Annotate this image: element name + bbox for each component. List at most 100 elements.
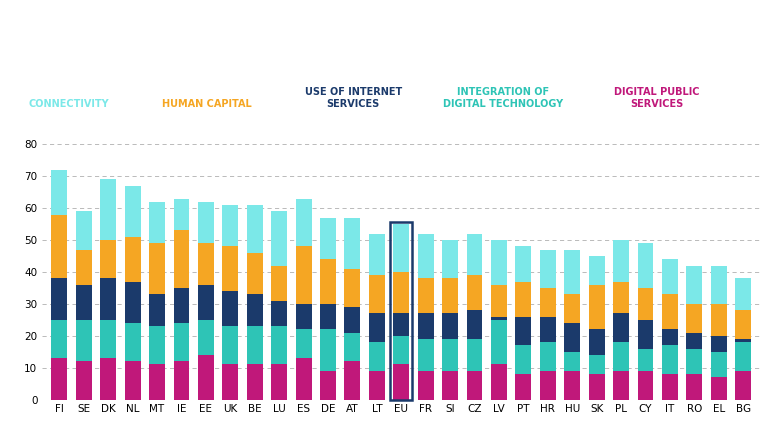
Bar: [442, 278, 458, 313]
Bar: [369, 342, 385, 371]
Bar: [735, 342, 751, 371]
Bar: [223, 291, 238, 326]
Bar: [467, 310, 482, 339]
Bar: [101, 358, 116, 400]
Bar: [564, 294, 580, 323]
Bar: [589, 355, 604, 374]
Bar: [149, 202, 165, 243]
Bar: [174, 230, 190, 288]
Bar: [101, 278, 116, 320]
Bar: [124, 323, 141, 361]
Bar: [613, 281, 629, 313]
Bar: [540, 250, 556, 288]
Bar: [442, 339, 458, 371]
Bar: [51, 170, 68, 214]
Bar: [613, 240, 629, 281]
Bar: [564, 371, 580, 400]
Bar: [174, 288, 190, 323]
Bar: [320, 371, 336, 400]
Bar: [198, 285, 214, 320]
Bar: [174, 198, 190, 230]
Bar: [369, 313, 385, 342]
Bar: [247, 205, 263, 253]
Bar: [101, 320, 116, 358]
Bar: [223, 326, 238, 365]
Bar: [418, 234, 434, 278]
Bar: [662, 329, 678, 345]
Bar: [418, 313, 434, 339]
Bar: [687, 266, 702, 304]
Bar: [393, 313, 409, 336]
Bar: [613, 371, 629, 400]
Bar: [174, 323, 190, 361]
Bar: [442, 313, 458, 339]
Bar: [711, 352, 727, 377]
Text: DIGITAL PUBLIC
SERVICES: DIGITAL PUBLIC SERVICES: [614, 87, 700, 109]
Bar: [320, 259, 336, 304]
Bar: [247, 365, 263, 400]
Bar: [345, 361, 360, 400]
Bar: [540, 288, 556, 317]
Bar: [149, 243, 165, 294]
Bar: [540, 317, 556, 342]
Bar: [540, 342, 556, 371]
Bar: [320, 218, 336, 259]
Bar: [735, 371, 751, 400]
Bar: [320, 304, 336, 329]
Bar: [467, 234, 482, 275]
Bar: [662, 374, 678, 400]
Bar: [149, 365, 165, 400]
Bar: [613, 342, 629, 371]
Bar: [637, 320, 654, 349]
Bar: [124, 186, 141, 237]
Bar: [247, 294, 263, 326]
Bar: [76, 361, 91, 400]
Bar: [564, 352, 580, 371]
Bar: [124, 281, 141, 323]
Bar: [467, 275, 482, 310]
Bar: [101, 179, 116, 240]
Text: CONNECTIVITY: CONNECTIVITY: [29, 99, 109, 109]
Bar: [76, 320, 91, 361]
Bar: [345, 307, 360, 333]
Bar: [76, 211, 91, 250]
Bar: [198, 202, 214, 243]
Bar: [515, 374, 531, 400]
Bar: [735, 278, 751, 310]
Bar: [271, 365, 287, 400]
Bar: [687, 304, 702, 333]
Bar: [247, 326, 263, 365]
Bar: [662, 345, 678, 374]
Bar: [76, 285, 91, 320]
Text: INTEGRATION OF
DIGITAL TECHNOLOGY: INTEGRATION OF DIGITAL TECHNOLOGY: [443, 87, 563, 109]
Bar: [198, 355, 214, 400]
Bar: [589, 256, 604, 285]
Bar: [51, 320, 68, 358]
Bar: [418, 371, 434, 400]
Bar: [515, 246, 531, 281]
Bar: [393, 224, 409, 272]
Bar: [735, 310, 751, 339]
Bar: [711, 266, 727, 304]
Bar: [393, 365, 409, 400]
Bar: [345, 269, 360, 307]
Bar: [418, 278, 434, 313]
Bar: [296, 358, 312, 400]
Bar: [564, 250, 580, 294]
Bar: [637, 288, 654, 320]
Bar: [149, 294, 165, 326]
Bar: [76, 250, 91, 285]
Bar: [223, 205, 238, 246]
Bar: [198, 243, 214, 285]
Bar: [369, 234, 385, 275]
Bar: [540, 371, 556, 400]
Bar: [711, 377, 727, 400]
Text: HUMAN CAPITAL: HUMAN CAPITAL: [163, 99, 252, 109]
Bar: [564, 323, 580, 352]
Bar: [101, 240, 116, 278]
Bar: [124, 361, 141, 400]
Bar: [467, 339, 482, 371]
Bar: [687, 333, 702, 349]
Bar: [198, 320, 214, 355]
Bar: [271, 266, 287, 301]
